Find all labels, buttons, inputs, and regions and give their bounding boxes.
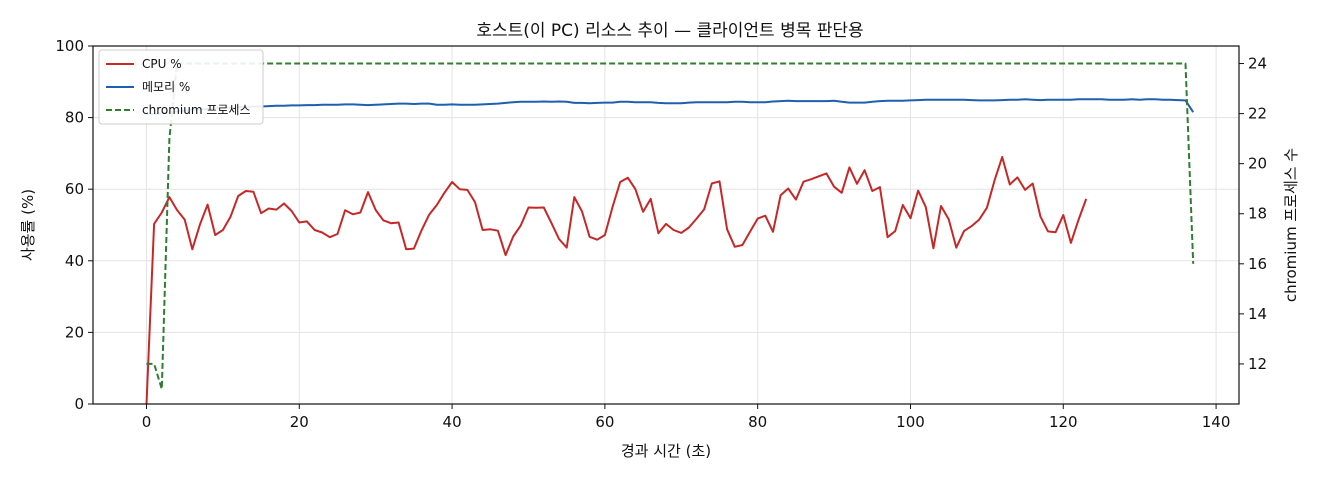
- y-tick-label: 60: [65, 180, 84, 198]
- y2-tick-label: 18: [1248, 205, 1267, 223]
- legend-label-cpu: CPU %: [142, 57, 182, 71]
- y2-axis-ticks: 12 14 16 18 20 22 24: [1239, 55, 1267, 373]
- chart-title: 호스트(이 PC) 리소스 추이 — 클라이언트 병목 판단용: [476, 21, 863, 41]
- x-axis-ticks: 0 20 40 60 80 100 120 140: [142, 404, 1231, 431]
- x-tick-label: 140: [1202, 413, 1231, 431]
- y-tick-label: 80: [65, 109, 84, 127]
- y2-tick-label: 14: [1248, 305, 1267, 323]
- y-tick-label: 0: [74, 395, 84, 413]
- series-line-cpu: [145, 156, 1088, 405]
- x-axis-label: 경과 시간 (초): [621, 442, 711, 460]
- y2-tick-label: 24: [1248, 55, 1267, 73]
- x-tick-label: 0: [142, 413, 152, 431]
- x-tick-label: 100: [896, 413, 925, 431]
- y-axis-ticks: 0 20 40 60 80 100: [55, 37, 93, 413]
- x-tick-label: 80: [748, 413, 767, 431]
- y-tick-label: 20: [65, 323, 84, 341]
- x-tick-label: 40: [443, 413, 462, 431]
- series-line-chromium: [146, 62, 1195, 390]
- legend-label-memory: 메모리 %: [142, 80, 190, 94]
- y-tick-label: 40: [65, 252, 84, 270]
- legend-label-chromium: chromium 프로세스: [142, 103, 251, 117]
- y-axis-label: 사용률 (%): [19, 189, 37, 261]
- series-line-memory: [146, 98, 1195, 116]
- legend-box: [98, 49, 264, 125]
- series-lines: [145, 62, 1195, 405]
- x-tick-label: 60: [595, 413, 614, 431]
- x-tick-label: 120: [1049, 413, 1078, 431]
- y2-tick-label: 22: [1248, 105, 1267, 123]
- x-tick-label: 20: [290, 413, 309, 431]
- y-tick-label: 100: [55, 37, 84, 55]
- plot-frame: [92, 45, 1240, 405]
- legend: CPU % 메모리 % chromium 프로세스: [98, 49, 264, 125]
- y2-tick-label: 12: [1248, 355, 1267, 373]
- y2-tick-label: 20: [1248, 155, 1267, 173]
- y2-tick-label: 16: [1248, 255, 1267, 273]
- y2-axis-label: chromium 프로세스 수: [1282, 148, 1300, 302]
